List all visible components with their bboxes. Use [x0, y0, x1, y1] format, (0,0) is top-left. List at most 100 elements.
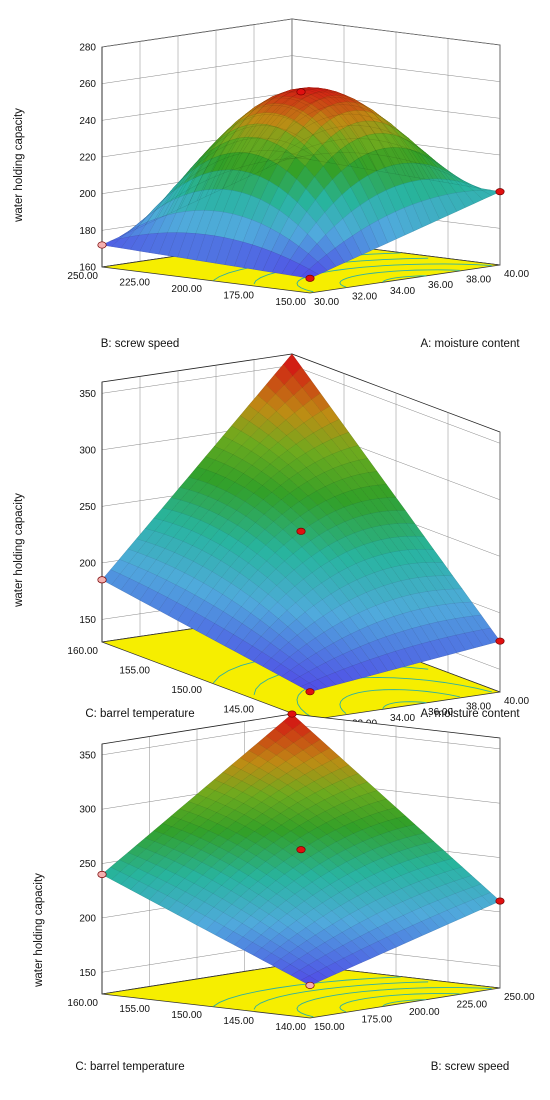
surface-mesh-line	[149, 419, 340, 606]
surface-mesh-line	[177, 92, 368, 258]
z-tick-label: 300	[79, 445, 96, 456]
z-tick-label: 200	[79, 189, 96, 200]
surface-mesh-line	[145, 152, 354, 259]
design-points	[97, 88, 505, 282]
surface-mesh-line	[248, 405, 457, 653]
z-tick-label: 240	[79, 116, 96, 127]
x-tick-label: 150.00	[314, 1022, 345, 1033]
z-tick-label: 180	[79, 226, 96, 237]
surface-mesh-line	[171, 815, 380, 955]
surface-mesh-line	[300, 892, 491, 981]
surface-mesh-line	[262, 858, 453, 961]
surface-mesh-line	[127, 189, 337, 267]
contour-line	[339, 993, 460, 1013]
surface-mesh-line	[168, 445, 359, 616]
surface-mesh-line	[101, 156, 293, 246]
design-point	[296, 527, 306, 535]
z-axis-label: water holding capacity	[13, 108, 25, 223]
surface-mesh-line	[153, 136, 362, 255]
surface-mesh-line	[243, 841, 434, 951]
x-tick-label: 40.00	[504, 696, 529, 707]
surface-mesh-line	[309, 900, 501, 986]
surface-mesh-line	[205, 456, 414, 665]
x-tick-label: 32.00	[352, 291, 377, 302]
z-tick-label: 300	[79, 805, 96, 816]
x-tick-label: 38.00	[466, 702, 491, 713]
y-tick-labels: 140.00 145.00 150.00 155.00 160.00	[67, 998, 306, 1033]
surface-mesh-line	[145, 528, 354, 681]
design-point	[495, 897, 505, 905]
z-tick-label: 250	[79, 502, 96, 513]
surface-mesh-line	[186, 471, 378, 626]
surface-mesh-line	[224, 94, 416, 265]
surface-mesh-line	[283, 721, 492, 906]
contour-line	[296, 987, 492, 1018]
surface-mesh-line	[101, 713, 293, 875]
surface-mesh-line	[177, 458, 368, 621]
x-tick-label: 40.00	[504, 269, 529, 280]
y-tick-label: 140.00	[275, 1022, 306, 1033]
design-point	[305, 688, 315, 696]
surface-mesh-line	[139, 406, 330, 601]
surface-mesh-line	[243, 110, 434, 268]
surface-mesh-line	[309, 640, 501, 692]
surface-mesh-line	[215, 510, 406, 642]
surface-mesh-line	[300, 627, 491, 687]
surface-mesh-line	[240, 96, 449, 216]
surface-mesh-line	[253, 849, 444, 956]
z-tick-labels: 150 200 250 300 350	[79, 389, 96, 626]
response-surface	[101, 353, 501, 692]
x-tick-labels: 30.00 32.00 34.00 36.00 38.00 40.00	[314, 269, 529, 308]
response-surface	[101, 713, 501, 986]
surface-mesh-line	[290, 614, 482, 682]
surface-mesh-line	[283, 364, 492, 644]
x-tick-label: 175.00	[362, 1015, 393, 1026]
z-tick-label: 150	[79, 968, 96, 979]
surface-cell	[300, 682, 320, 692]
surface-mesh-line	[274, 374, 483, 646]
contour-line	[339, 689, 460, 714]
surface-mesh-line	[136, 845, 345, 971]
surface-mesh-line	[215, 815, 406, 936]
design-point	[97, 241, 107, 249]
y-tick-label: 150.00	[275, 297, 306, 308]
surface-mesh-line	[110, 569, 319, 690]
surface-mesh-line	[274, 138, 483, 200]
surface-mesh-line	[162, 823, 371, 959]
x-tick-label: 36.00	[428, 707, 453, 718]
surface-mesh-line	[281, 875, 472, 971]
contour-line	[213, 976, 401, 1007]
z-axis-label: water holding capacity	[13, 493, 25, 608]
surface-mesh-line	[262, 575, 453, 667]
contour-line	[253, 981, 429, 1010]
x-tick-label: 250.00	[504, 992, 535, 1003]
contour-line	[339, 269, 460, 288]
surface-mesh-line	[253, 120, 444, 270]
y-tick-label: 250.00	[67, 271, 98, 282]
surface-mesh-line	[139, 747, 330, 895]
surface-mesh-line	[111, 722, 302, 880]
surface-mesh-line	[240, 757, 449, 925]
x-tick-label: 34.00	[390, 713, 415, 724]
design-point	[305, 274, 315, 282]
surface-mesh-line	[196, 87, 387, 261]
surface-mesh-line	[272, 147, 463, 273]
surface-mesh-line	[309, 191, 501, 279]
surface-mesh-line	[177, 781, 368, 915]
surface-mesh-line	[158, 764, 349, 905]
y-axis-label: B: screw speed	[101, 338, 180, 350]
design-point	[287, 710, 297, 718]
surface-mesh-line	[119, 559, 328, 688]
y-tick-label: 150.00	[171, 1010, 202, 1021]
contour-line	[382, 275, 427, 283]
surface-mesh-line	[265, 125, 475, 204]
x-tick-label: 36.00	[428, 280, 453, 291]
surface-mesh-line	[281, 601, 472, 677]
y-tick-label: 225.00	[119, 278, 150, 289]
surface-mesh-line	[149, 756, 340, 900]
design-point	[296, 846, 306, 854]
surface-mesh-line	[149, 114, 340, 253]
x-tick-labels: 150.00 175.00 200.00 225.00 250.00	[314, 992, 535, 1033]
surface-mesh-line	[101, 874, 311, 986]
